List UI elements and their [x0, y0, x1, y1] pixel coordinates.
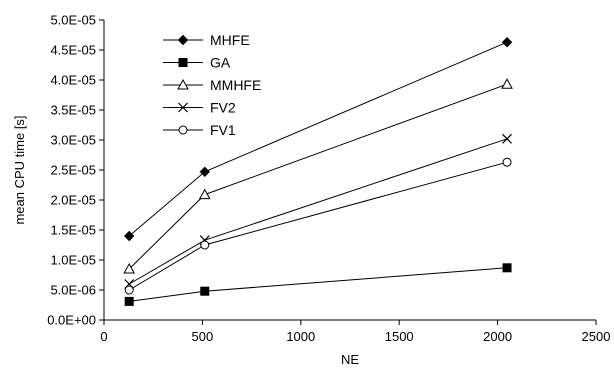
y-tick-label: 3.0E-05: [50, 133, 96, 148]
y-tick-label: 2.0E-05: [50, 193, 96, 208]
data-point-mmhfe: [198, 188, 211, 200]
legend-marker: [178, 58, 188, 67]
legend-label: FV2: [210, 100, 236, 116]
data-point-fv1: [502, 157, 512, 167]
x-tick-label: 1000: [286, 329, 315, 344]
series-fv2: [124, 133, 512, 289]
ticks: 0.0E+00 5.0E-06 1.0E-05 1.5E-05 2.0E-05 2.5E-…: [47, 13, 610, 345]
data-point-ga: [502, 263, 512, 273]
x-axis-title: NE: [341, 352, 359, 367]
legend-label: GA: [210, 55, 231, 71]
y-tick-label: 5.0E-05: [50, 13, 96, 28]
series-line-fv1: [128, 161, 508, 291]
data-point-mhfe: [199, 166, 210, 178]
data-point-mmhfe: [123, 262, 136, 274]
axes: [103, 20, 596, 321]
legend-entry-mmhfe: MMHFE: [163, 77, 261, 93]
data-point-ga: [124, 296, 134, 306]
y-axis-title: mean CPU time [s]: [12, 115, 27, 224]
legend: MHFE GA MMHFE FV2 FV1: [163, 32, 261, 138]
data-point-ga: [200, 286, 210, 296]
x-tick-label: 500: [192, 329, 214, 344]
y-tick-label: 1.5E-05: [50, 223, 96, 238]
y-tick-label: 3.5E-05: [50, 103, 96, 118]
x-tick-label: 2000: [483, 329, 512, 344]
series-fv1: [124, 157, 512, 295]
legend-marker: [178, 102, 188, 113]
x-tick-label: 0: [100, 329, 107, 344]
series-line-ga: [129, 267, 508, 302]
data-point-fv1: [200, 240, 210, 250]
legend-label: FV1: [210, 122, 236, 138]
y-tick-label: 1.0E-05: [50, 253, 96, 268]
legend-entry-mhfe: MHFE: [163, 32, 250, 48]
legend-label: MHFE: [210, 32, 250, 48]
data-point-mhfe: [123, 230, 135, 242]
legend-marker: [177, 78, 189, 90]
series-ga: [124, 263, 512, 306]
legend-marker: [178, 125, 188, 135]
y-tick-label: 0.0E+00: [47, 313, 96, 328]
data-point-fv1: [124, 285, 134, 295]
series-line-fv2: [128, 138, 508, 285]
legend-label: MMHFE: [210, 77, 261, 93]
y-tick-label: 2.5E-05: [50, 163, 96, 178]
data-point-mhfe: [501, 36, 513, 48]
series-mhfe: [123, 36, 513, 242]
x-tick-label: 1500: [385, 329, 414, 344]
series: [123, 36, 513, 306]
legend-entry-fv2: FV2: [163, 100, 236, 116]
data-point-mmhfe: [501, 78, 513, 89]
y-tick-label: 4.0E-05: [50, 73, 96, 88]
legend-marker: [177, 34, 189, 46]
series-line-mhfe: [128, 41, 508, 237]
legend-entry-fv1: FV1: [163, 122, 236, 138]
y-tick-label: 5.0E-06: [50, 283, 96, 298]
series-mmhfe: [123, 78, 513, 274]
series-line-mmhfe: [128, 83, 508, 270]
legend-entry-ga: GA: [163, 55, 231, 71]
x-tick-label: 2500: [582, 329, 611, 344]
data-point-fv2: [502, 133, 512, 144]
y-tick-label: 4.5E-05: [50, 43, 96, 58]
